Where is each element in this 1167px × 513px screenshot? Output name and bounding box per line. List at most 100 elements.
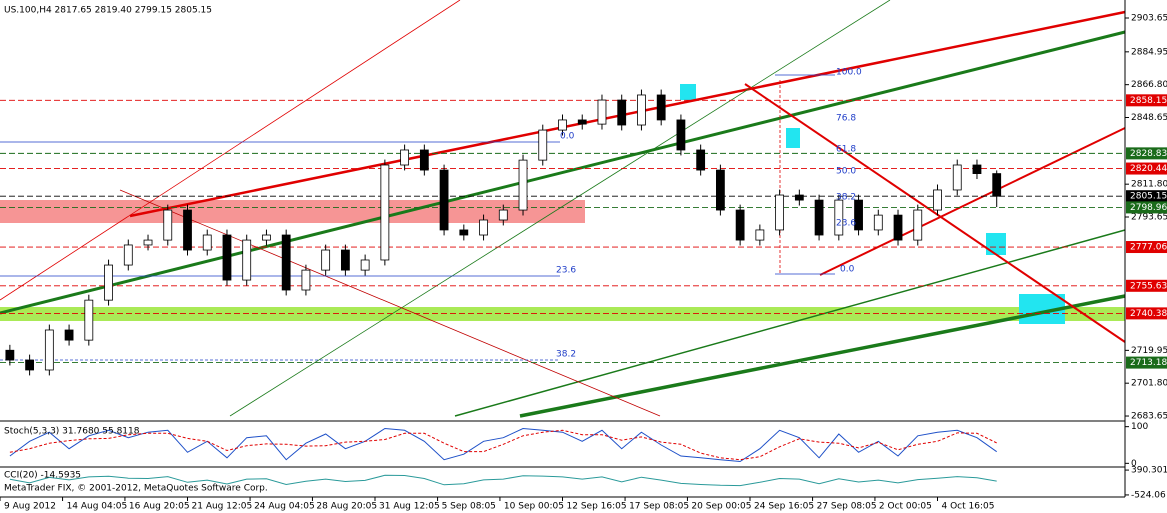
price-label: 2828.83 bbox=[1130, 149, 1167, 159]
indicator-line bbox=[9, 427, 997, 463]
candle-body bbox=[104, 264, 113, 301]
y-tick-label: 390.301 bbox=[1131, 466, 1167, 476]
candle-body bbox=[577, 119, 587, 125]
candle-body bbox=[222, 234, 232, 281]
candle-body bbox=[715, 169, 725, 211]
candle-body bbox=[163, 209, 173, 241]
candle-body bbox=[262, 234, 271, 241]
candle-body bbox=[617, 99, 627, 126]
fib-label: 50.0 bbox=[836, 167, 856, 177]
price-label: 2777.06 bbox=[1130, 243, 1167, 253]
candle-body bbox=[913, 209, 923, 241]
indicator-title: CCI(20) -14.5935 bbox=[4, 471, 81, 481]
trend-line bbox=[0, 30, 1126, 315]
trend-line bbox=[129, 10, 1126, 218]
candle-body bbox=[775, 194, 785, 231]
trend-line bbox=[519, 294, 1126, 418]
zone-green bbox=[0, 307, 1125, 321]
marker-box bbox=[986, 233, 1006, 255]
x-tick-label: 14 Aug 04:05 bbox=[67, 502, 128, 512]
x-tick-label: 16 Aug 20:05 bbox=[129, 502, 190, 512]
candle-body bbox=[834, 199, 844, 236]
fib-label: 0.0 bbox=[840, 265, 855, 275]
price-label: 2755.63 bbox=[1130, 281, 1167, 291]
x-tick-label: 9 Aug 2012 bbox=[4, 502, 56, 512]
candle-body bbox=[992, 173, 1002, 197]
candle-body bbox=[479, 219, 488, 236]
candle-body bbox=[44, 329, 54, 371]
x-tick-label: 21 Aug 12:05 bbox=[192, 502, 253, 512]
y-tick-label: 2884.95 bbox=[1131, 47, 1167, 57]
x-tick-label: 5 Sep 08:05 bbox=[442, 502, 496, 512]
y-tick-label: 2701.80 bbox=[1131, 379, 1167, 389]
candle-body bbox=[281, 234, 291, 291]
candle-body bbox=[84, 299, 94, 341]
candle-body bbox=[25, 359, 35, 371]
candle-body bbox=[518, 159, 528, 211]
candle-body bbox=[202, 234, 212, 251]
chart-title: US.100,H4 2817.65 2819.40 2799.15 2805.1… bbox=[4, 6, 212, 16]
price-label-box bbox=[1126, 279, 1167, 292]
candle-body bbox=[597, 99, 607, 125]
candle-body bbox=[340, 249, 350, 271]
fib-label: 23.6 bbox=[836, 219, 856, 229]
price-label: 2713.18 bbox=[1130, 358, 1167, 368]
fib-label: 38.2 bbox=[556, 350, 576, 360]
candle-body bbox=[735, 209, 745, 241]
trend-line bbox=[454, 229, 1126, 417]
y-tick-label: 2683.65 bbox=[1131, 412, 1167, 422]
candle-body bbox=[380, 164, 390, 261]
x-tick-label: 2 Oct 00:05 bbox=[879, 502, 932, 512]
price-label-box bbox=[1126, 162, 1167, 175]
candle-body bbox=[419, 149, 429, 171]
y-tick-label: -524.06 bbox=[1131, 490, 1166, 500]
price-label-box bbox=[1126, 201, 1167, 214]
fib-label: 38.2 bbox=[836, 193, 856, 203]
candle-body bbox=[755, 229, 765, 241]
fib-label: 23.6 bbox=[556, 266, 576, 276]
price-label: 2820.44 bbox=[1130, 164, 1167, 174]
candle-body bbox=[64, 329, 74, 341]
candle-body bbox=[123, 244, 133, 266]
x-tick-label: 27 Sep 08:05 bbox=[817, 502, 877, 512]
trend-line bbox=[119, 189, 661, 417]
y-tick-label: 2793.65 bbox=[1131, 213, 1167, 223]
price-label: 2740.38 bbox=[1130, 309, 1167, 319]
trend-line bbox=[229, 0, 891, 417]
x-tick-label: 17 Sep 08:05 bbox=[629, 502, 689, 512]
y-tick-label: 2903.65 bbox=[1131, 14, 1167, 24]
indicator-line bbox=[9, 474, 997, 487]
marker-box bbox=[680, 84, 696, 100]
price-label-box bbox=[1126, 307, 1167, 320]
x-tick-label: 4 Oct 16:05 bbox=[942, 502, 995, 512]
plot: 2903.65 2884.95 2866.80 2848.65 2811.80 2793.… bbox=[0, 14, 1167, 512]
candle-body bbox=[143, 239, 153, 246]
x-tick-label: 12 Sep 16:05 bbox=[567, 502, 627, 512]
candle-body bbox=[696, 149, 706, 171]
price-label-box bbox=[1126, 190, 1167, 203]
candle-body bbox=[952, 164, 962, 191]
candle-body bbox=[558, 119, 567, 131]
y-tick-label: 2811.80 bbox=[1131, 180, 1167, 190]
footer: MetaTrader FIX, © 2001-2012, MetaQuotes … bbox=[4, 484, 268, 494]
fib-label: 0.0 bbox=[560, 132, 575, 142]
indicator-title: Stoch(5,3,3) 31.7680 55.8118 bbox=[4, 427, 140, 437]
candle-body bbox=[893, 214, 903, 241]
trend-line bbox=[819, 127, 1126, 276]
fib-label: 61.8 bbox=[836, 145, 856, 155]
candle-body bbox=[301, 269, 311, 291]
x-tick-label: 10 Sep 00:05 bbox=[504, 502, 564, 512]
candle-body bbox=[676, 119, 686, 151]
x-tick-label: 24 Sep 16:05 bbox=[754, 502, 814, 512]
trend-line bbox=[744, 83, 1126, 343]
price-label-box bbox=[1126, 147, 1167, 160]
price-label: 2805.15 bbox=[1130, 192, 1167, 202]
candle-body bbox=[538, 129, 548, 161]
candle-body bbox=[854, 199, 863, 231]
trend-line bbox=[0, 0, 461, 301]
y-tick-label: 100 bbox=[1131, 422, 1148, 432]
x-tick-label: 28 Aug 20:05 bbox=[316, 502, 377, 512]
price-label: 2858.15 bbox=[1130, 96, 1167, 106]
